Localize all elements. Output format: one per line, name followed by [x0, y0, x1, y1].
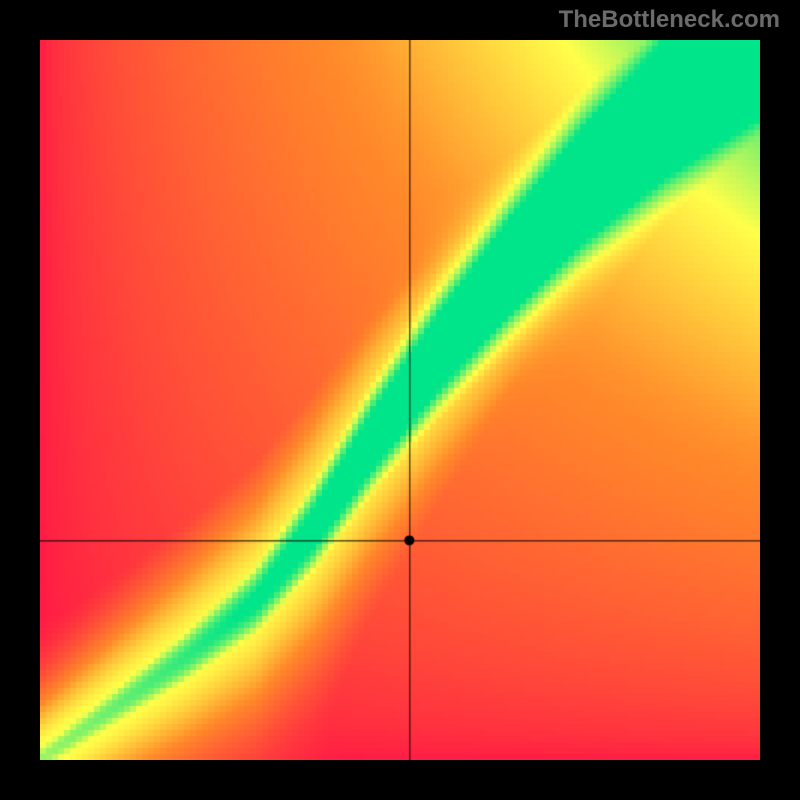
watermark-text: TheBottleneck.com	[559, 6, 780, 34]
heatmap-canvas	[40, 40, 760, 760]
root-container: TheBottleneck.com	[0, 0, 800, 800]
